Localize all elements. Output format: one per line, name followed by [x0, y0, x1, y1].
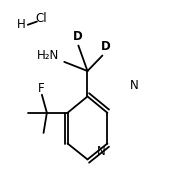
Text: F: F [38, 82, 44, 95]
Text: D: D [101, 40, 111, 53]
Text: D: D [73, 30, 82, 43]
Text: Cl: Cl [35, 12, 47, 25]
Text: N: N [130, 79, 138, 92]
Text: H₂N: H₂N [37, 49, 59, 62]
Text: H: H [17, 18, 26, 31]
Text: N: N [96, 145, 105, 158]
